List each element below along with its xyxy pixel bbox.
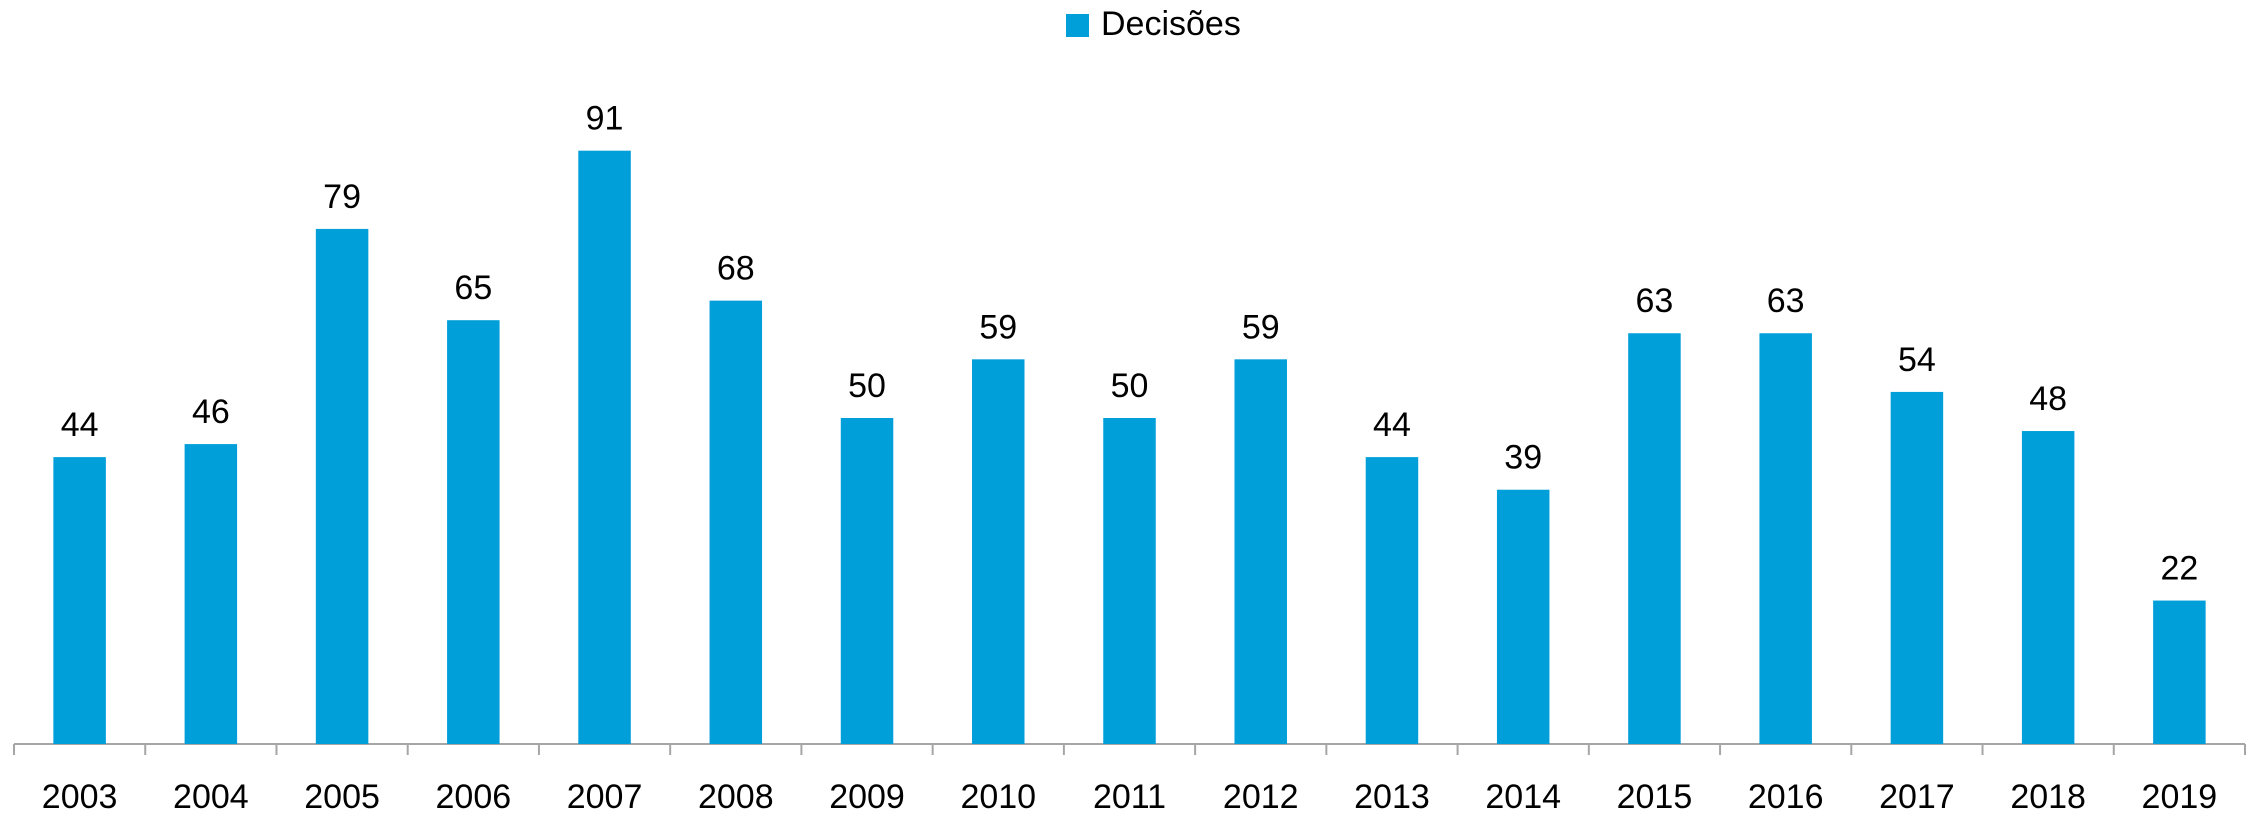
bar [1234, 359, 1287, 744]
legend-swatch [1066, 14, 1089, 37]
bar [2021, 431, 2075, 744]
x-tick-label: 2009 [829, 778, 905, 816]
data-label: 68 [717, 250, 755, 288]
x-tick-label: 2018 [2010, 778, 2086, 816]
x-tick-label: 2019 [2142, 778, 2218, 816]
bar [1759, 333, 1812, 744]
data-label: 59 [1242, 308, 1280, 346]
data-label: 46 [192, 393, 230, 431]
x-tick-label: 2017 [1879, 778, 1955, 816]
data-label: 39 [1504, 439, 1542, 477]
bar [972, 359, 1025, 744]
data-label: 22 [2160, 550, 2198, 588]
bar [1628, 333, 1681, 744]
x-tick-label: 2003 [42, 778, 118, 816]
data-label: 63 [1636, 282, 1674, 320]
data-label: 44 [61, 406, 99, 444]
bar [840, 418, 894, 744]
x-tick-label: 2016 [1748, 778, 1824, 816]
x-tick-label: 2004 [173, 778, 249, 816]
bar [1365, 457, 1419, 744]
bar [184, 444, 238, 744]
bar [709, 300, 763, 744]
data-label: 91 [586, 100, 624, 138]
x-tick-label: 2005 [304, 778, 380, 816]
data-label: 59 [979, 308, 1017, 346]
legend-label: Decisões [1101, 5, 1241, 43]
data-label: 54 [1898, 341, 1936, 379]
data-label: 63 [1767, 282, 1805, 320]
bar [2153, 600, 2206, 744]
data-label: 44 [1373, 406, 1411, 444]
x-tick-label: 2012 [1223, 778, 1299, 816]
x-tick-label: 2011 [1093, 778, 1166, 816]
bar [1890, 391, 1944, 744]
bar [1103, 418, 1156, 744]
x-tick-label: 2008 [698, 778, 774, 816]
x-tick-label: 2014 [1485, 778, 1561, 816]
bar [53, 457, 106, 744]
data-label: 79 [323, 178, 361, 216]
x-tick-label: 2006 [436, 778, 512, 816]
x-tick-label: 2007 [567, 778, 643, 816]
bar [1496, 489, 1550, 744]
data-label: 50 [848, 367, 886, 405]
x-tick-label: 2013 [1354, 778, 1430, 816]
bar [315, 228, 369, 745]
data-label: 65 [454, 269, 492, 307]
bar [578, 150, 631, 744]
data-label: 48 [2029, 380, 2067, 418]
x-tick-label: 2015 [1617, 778, 1693, 816]
data-label: 50 [1111, 367, 1149, 405]
bar [447, 320, 500, 744]
x-tick-label: 2010 [960, 778, 1036, 816]
